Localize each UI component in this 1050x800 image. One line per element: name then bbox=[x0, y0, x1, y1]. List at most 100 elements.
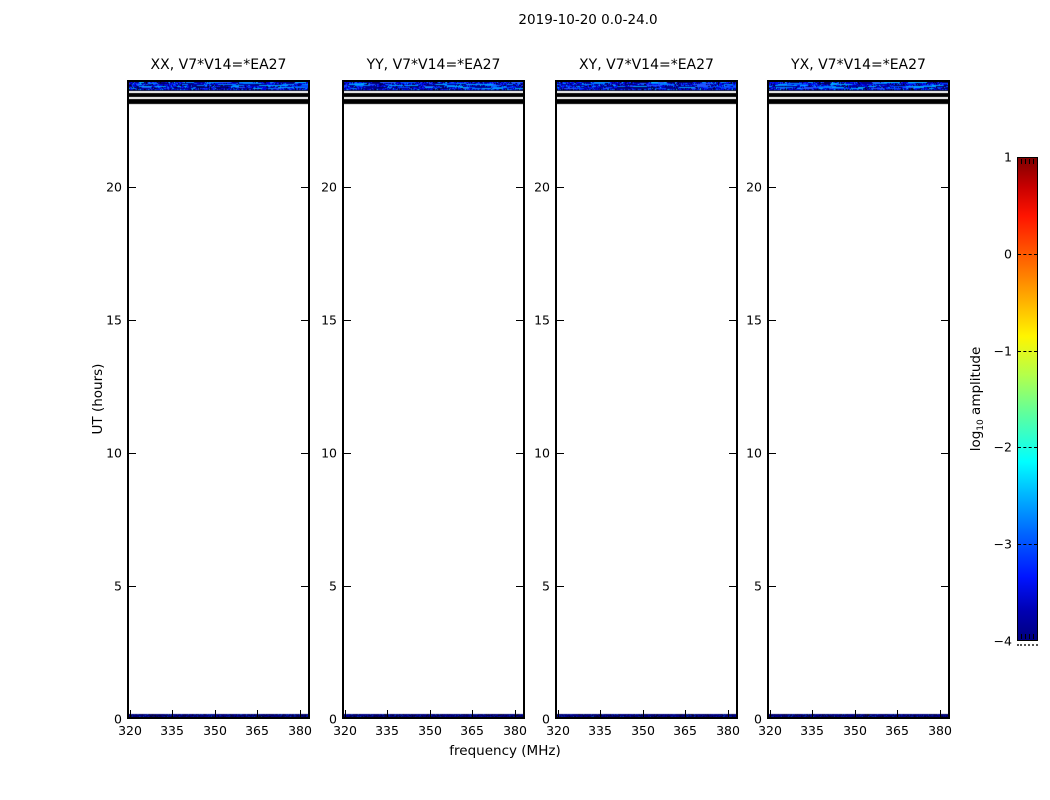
y-tick-mark-left bbox=[557, 453, 564, 454]
y-tick-mark-left bbox=[344, 320, 351, 321]
x-tick-label: 335 bbox=[588, 723, 612, 738]
x-tick-label: 350 bbox=[843, 723, 867, 738]
y-tick-label: 0 bbox=[114, 711, 122, 727]
y-tick-mark-left bbox=[769, 586, 776, 587]
y-tick-mark-left bbox=[557, 320, 564, 321]
y-tick-label: 15 bbox=[534, 312, 550, 328]
x-tick-mark bbox=[940, 710, 941, 717]
y-tick-label: 10 bbox=[321, 445, 337, 461]
colorbar-end-minor-dash bbox=[1025, 159, 1026, 164]
y-tick-label: 0 bbox=[329, 711, 337, 727]
y-tick-mark-right bbox=[941, 586, 948, 587]
y-tick-mark-right bbox=[729, 187, 736, 188]
y-tick-mark-right bbox=[301, 320, 308, 321]
spectrogram-panel bbox=[342, 80, 525, 719]
colorbar-tick-line bbox=[1018, 447, 1037, 448]
y-tick-label: 0 bbox=[754, 711, 762, 727]
y-tick-mark-right bbox=[516, 453, 523, 454]
y-tick-mark-right bbox=[729, 320, 736, 321]
x-tick-mark bbox=[300, 710, 301, 717]
x-tick-label: 380 bbox=[503, 723, 527, 738]
colorbar-tick-label: −3 bbox=[993, 536, 1012, 552]
x-tick-mark bbox=[172, 710, 173, 717]
colorbar bbox=[1017, 157, 1038, 641]
y-tick-label: 0 bbox=[542, 711, 550, 727]
y-tick-mark-right bbox=[516, 586, 523, 587]
colorbar-end-minor-dash bbox=[1021, 634, 1022, 639]
x-tick-mark bbox=[897, 710, 898, 717]
y-tick-mark-left bbox=[129, 187, 136, 188]
x-tick-mark bbox=[855, 710, 856, 717]
y-tick-label: 5 bbox=[114, 578, 122, 594]
x-tick-mark bbox=[643, 710, 644, 717]
x-tick-label: 320 bbox=[333, 723, 357, 738]
x-tick-mark bbox=[257, 710, 258, 717]
y-tick-mark-left bbox=[344, 586, 351, 587]
colorbar-bottom-dotted-line bbox=[1017, 644, 1038, 646]
y-tick-mark-right bbox=[301, 187, 308, 188]
y-tick-label: 5 bbox=[754, 578, 762, 594]
y-tick-mark-right bbox=[729, 453, 736, 454]
y-tick-mark-left bbox=[769, 187, 776, 188]
x-tick-label: 350 bbox=[203, 723, 227, 738]
x-tick-mark bbox=[770, 710, 771, 717]
x-tick-label: 365 bbox=[885, 723, 909, 738]
colorbar-end-minor-dash bbox=[1021, 159, 1022, 164]
colorbar-end-minor-dash bbox=[1033, 634, 1034, 639]
panel-title: YX, V7*V14=*EA27 bbox=[791, 57, 926, 73]
y-tick-label: 20 bbox=[321, 179, 337, 195]
colorbar-label: log10 amplitude bbox=[968, 347, 986, 452]
y-tick-label: 15 bbox=[106, 312, 122, 328]
x-tick-label: 365 bbox=[245, 723, 269, 738]
y-tick-label: 15 bbox=[321, 312, 337, 328]
y-tick-label: 5 bbox=[329, 578, 337, 594]
colorbar-end-minor-dash bbox=[1037, 634, 1038, 639]
y-tick-label: 10 bbox=[106, 445, 122, 461]
x-tick-label: 320 bbox=[758, 723, 782, 738]
y-tick-mark-right bbox=[301, 586, 308, 587]
colorbar-tick-label: −1 bbox=[993, 343, 1012, 359]
colorbar-tick-label: −2 bbox=[993, 439, 1012, 455]
spectrogram-panel bbox=[767, 80, 950, 719]
y-tick-mark-left bbox=[344, 187, 351, 188]
x-tick-label: 380 bbox=[288, 723, 312, 738]
colorbar-tick-label: 1 bbox=[1004, 149, 1012, 165]
y-tick-label: 20 bbox=[746, 179, 762, 195]
x-tick-mark bbox=[130, 710, 131, 717]
x-tick-mark bbox=[215, 710, 216, 717]
y-tick-mark-right bbox=[941, 453, 948, 454]
y-tick-mark-right bbox=[941, 320, 948, 321]
heatmap-canvas bbox=[769, 82, 948, 717]
x-tick-label: 335 bbox=[800, 723, 824, 738]
panel-title: YY, V7*V14=*EA27 bbox=[366, 57, 501, 73]
panel-title: XX, V7*V14=*EA27 bbox=[150, 57, 287, 73]
colorbar-tick-line bbox=[1018, 254, 1037, 255]
x-tick-label: 365 bbox=[673, 723, 697, 738]
y-tick-mark-left bbox=[557, 586, 564, 587]
y-tick-mark-right bbox=[516, 187, 523, 188]
colorbar-tick-line bbox=[1018, 351, 1037, 352]
heatmap-canvas bbox=[129, 82, 308, 717]
x-tick-label: 365 bbox=[460, 723, 484, 738]
colorbar-end-minor-dash bbox=[1037, 159, 1038, 164]
x-tick-mark bbox=[472, 710, 473, 717]
y-tick-label: 20 bbox=[106, 179, 122, 195]
y-tick-label: 5 bbox=[542, 578, 550, 594]
y-tick-label: 10 bbox=[534, 445, 550, 461]
y-tick-mark-left bbox=[557, 187, 564, 188]
y-tick-mark-left bbox=[769, 453, 776, 454]
colorbar-end-minor-dash bbox=[1029, 159, 1030, 164]
colorbar-tick-line bbox=[1018, 544, 1037, 545]
colorbar-label-rest: amplitude bbox=[968, 346, 984, 420]
spectrogram-panel bbox=[555, 80, 738, 719]
y-tick-label: 20 bbox=[534, 179, 550, 195]
y-tick-label: 15 bbox=[746, 312, 762, 328]
y-tick-mark-left bbox=[129, 586, 136, 587]
x-tick-mark bbox=[600, 710, 601, 717]
x-tick-mark bbox=[728, 710, 729, 717]
y-tick-mark-right bbox=[301, 453, 308, 454]
colorbar-label-subscript: 10 bbox=[976, 419, 986, 431]
x-tick-mark bbox=[345, 710, 346, 717]
x-tick-mark bbox=[515, 710, 516, 717]
